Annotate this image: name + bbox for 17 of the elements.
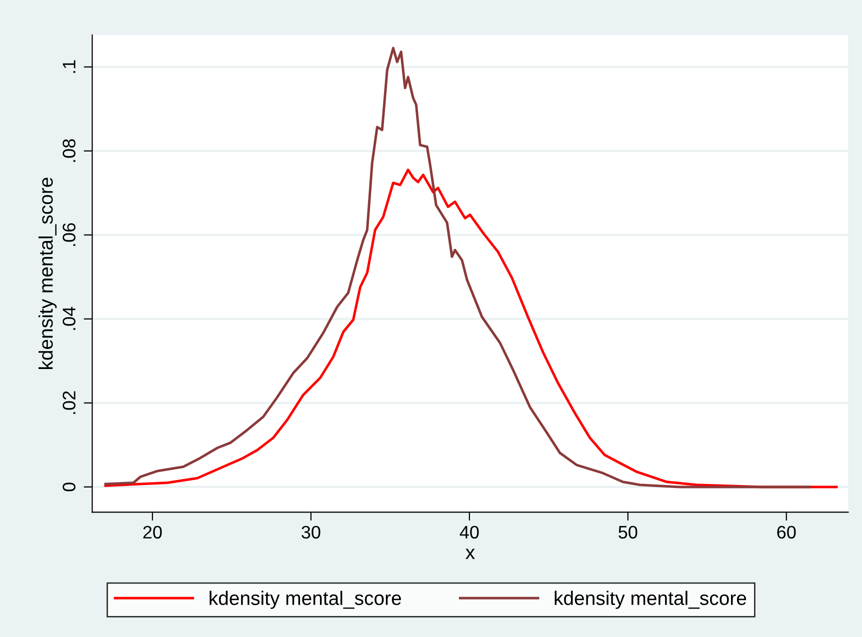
x-tick-label: 20 bbox=[143, 526, 162, 539]
y-tick-label: .08 bbox=[62, 139, 76, 162]
y-tick-label: 0 bbox=[62, 482, 76, 492]
x-tick-label: 50 bbox=[618, 526, 638, 539]
x-tick-label: 30 bbox=[302, 526, 320, 539]
y-tick-label: .06 bbox=[62, 223, 76, 246]
y-tick-label: .04 bbox=[62, 306, 76, 330]
legend-label: kdensity mental_score bbox=[210, 590, 401, 609]
x-axis-title: x bbox=[466, 548, 475, 560]
legend-label: kdensity mental_score bbox=[554, 590, 746, 609]
y-tick-label: .02 bbox=[62, 391, 76, 414]
x-tick-label: 60 bbox=[777, 526, 796, 539]
x-tick-label: 40 bbox=[460, 526, 479, 539]
line-series bbox=[104, 168, 838, 488]
line-series bbox=[104, 46, 811, 488]
y-tick-label: .1 bbox=[62, 60, 76, 73]
y-axis-title: kdensity mental_score bbox=[38, 178, 57, 370]
